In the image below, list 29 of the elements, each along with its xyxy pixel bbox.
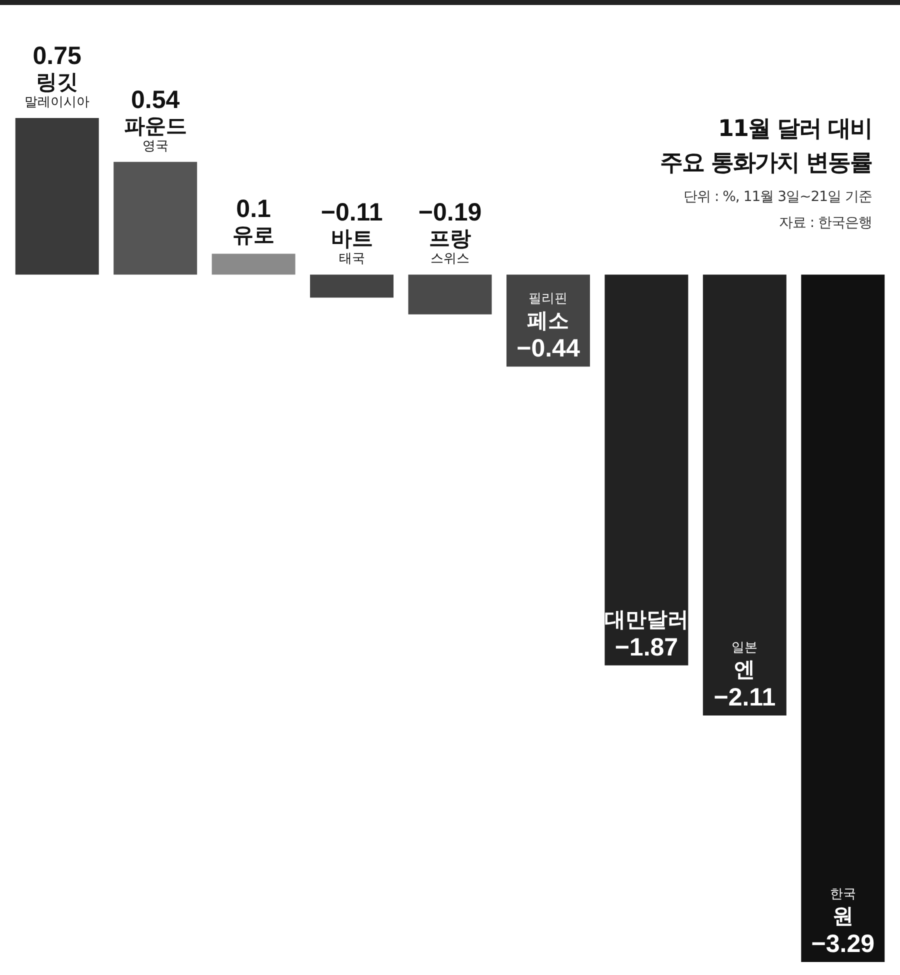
x-tick-label: 일본 엔 <box>732 639 758 682</box>
bar <box>801 274 885 962</box>
data-label: −2.11 <box>714 683 776 712</box>
data-label: −1.87 <box>614 633 678 662</box>
data-label: −0.19 <box>418 198 482 227</box>
text: 11월 달러 대비 주요 통화가치 변동률 <box>660 115 872 178</box>
bar <box>15 118 99 275</box>
x-tick-label: 대만달러 <box>604 608 688 632</box>
x-tick-label: 유로 <box>232 224 275 247</box>
data-label: 0.54 <box>130 86 180 114</box>
x-tick-label: 바트 태국 <box>330 228 373 266</box>
bar <box>408 274 492 314</box>
data-label: −3.29 <box>811 930 875 958</box>
bar <box>702 274 786 716</box>
x-tick-label: 프랑 스위스 <box>429 228 471 266</box>
data-label: 0.1 <box>236 194 272 223</box>
x-tick-label: 한국 원 <box>830 886 856 928</box>
x-tick-label: 파운드 영국 <box>124 114 187 153</box>
data-label: 0.75 <box>32 42 82 70</box>
x-tick-label: 링깃 말레이시아 <box>24 71 90 109</box>
annotation: 자료 : 한국은행 <box>778 214 872 232</box>
bar <box>114 162 198 275</box>
x-tick-label: 필리핀 페소 <box>527 290 570 333</box>
text: 단위 : %, 11월 3일~21일 기준 <box>682 188 872 206</box>
data-label: −0.11 <box>320 198 383 227</box>
bar <box>310 274 394 298</box>
data-label: −0.44 <box>516 334 580 363</box>
bar <box>604 274 688 666</box>
bar <box>212 254 296 275</box>
